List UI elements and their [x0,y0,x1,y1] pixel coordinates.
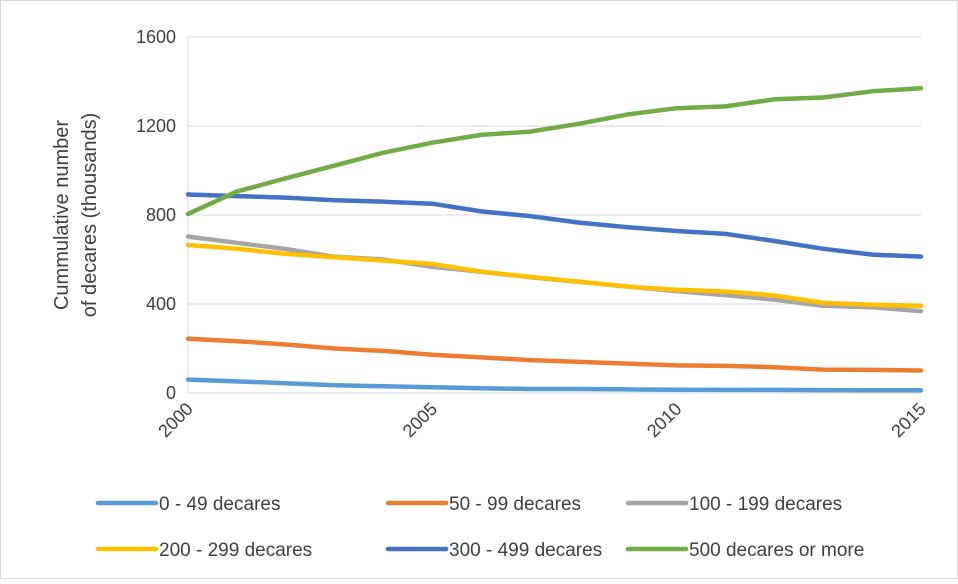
series-line [185,377,924,393]
legend-item: 0 - 49 decares [95,494,280,515]
series-lines [185,85,924,393]
y-tick-label: 0 [166,383,176,403]
legend-label: 500 decares or more [689,540,864,561]
y-tick-label: 1600 [136,27,176,47]
legend-item: 500 decares or more [625,540,864,561]
y-tick-label: 400 [146,294,176,314]
series-line [185,85,924,217]
legend-item: 200 - 299 decares [95,540,312,561]
y-tick-label: 800 [146,205,176,225]
legend-item: 50 - 99 decares [385,494,581,515]
legend: 0 - 49 decares 50 - 99 decares 100 - 199 d… [95,494,864,561]
legend-item: 300 - 499 decares [385,540,602,561]
y-tick-label: 1200 [136,116,176,136]
series-line [185,192,924,259]
series-line [185,336,924,373]
series-line [185,242,924,309]
legend-label: 100 - 199 decares [689,494,842,515]
y-axis-title: Cummulative number of decares (thousands) [51,113,101,318]
legend-label: 200 - 299 decares [159,540,312,561]
legend-label: 50 - 99 decares [449,494,581,515]
legend-item: 100 - 199 decares [625,494,842,515]
y-axis-title-line-2: of decares (thousands) [79,113,101,318]
legend-label: 300 - 499 decares [449,540,602,561]
legend-label: 0 - 49 decares [159,494,280,515]
y-axis-title-line-1: Cummulative number [51,120,73,310]
